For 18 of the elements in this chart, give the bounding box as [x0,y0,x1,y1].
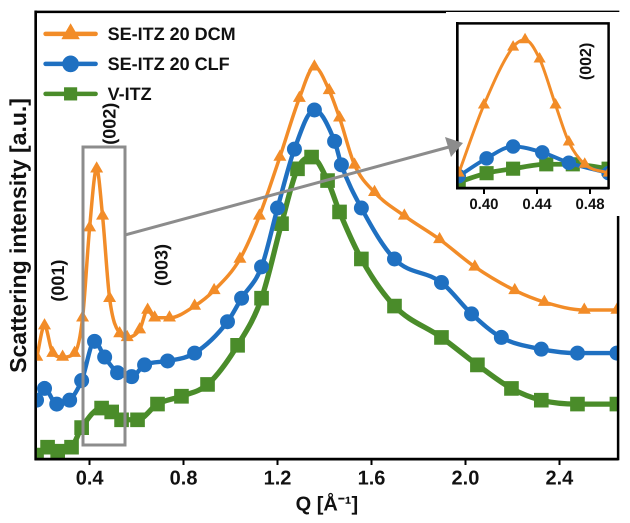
x-tick-label: 2.0 [452,468,480,490]
legend-label: SE-ITZ 20 CLF [108,54,230,74]
y-axis-title: Scattering intensity [a.u.] [5,98,32,373]
x-tick-label: 0.4 [76,468,104,490]
x-tick-label: 1.2 [264,468,292,490]
annotation: (002) [100,102,120,145]
x-tick-label: 2.4 [545,468,574,490]
x-tick-label: 0.40 [469,196,499,214]
annotation: (003) [151,244,172,286]
x-tick-label: 1.6 [358,468,386,490]
annotation: (002) [578,42,596,80]
x-tick-label: 0.44 [522,196,552,214]
x-axis-title: Q [Å⁻¹] [296,492,358,516]
x-tick-label: 0.8 [170,468,198,490]
x-tick-label: 0.48 [575,196,605,214]
legend-label: SE-ITZ 20 DCM [108,24,236,44]
legend-label: V-ITZ [108,84,152,104]
annotation: (001) [48,260,68,302]
